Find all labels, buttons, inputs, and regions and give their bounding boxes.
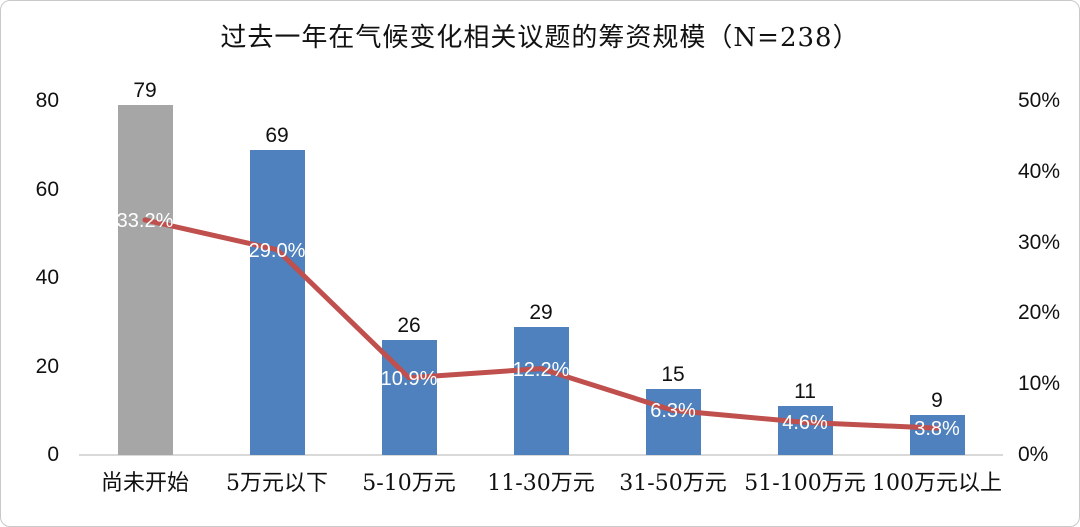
- right-axis-tick: 50%: [1018, 89, 1061, 112]
- bar-value-label: 79: [133, 79, 157, 103]
- bar: [249, 149, 305, 455]
- line-value-label: 6.3%: [650, 400, 696, 423]
- left-axis-tick: 20: [35, 354, 59, 378]
- bar-value-label: 26: [397, 313, 421, 337]
- bar-value-label: 29: [529, 300, 553, 324]
- line-value-label: 10.9%: [380, 367, 438, 390]
- bar-value-label: 11: [794, 380, 816, 404]
- line-value-label: 3.8%: [914, 418, 960, 441]
- bar-value-label: 9: [931, 389, 943, 413]
- x-axis-label: 31-50万元: [619, 471, 727, 496]
- right-axis-tick: 10%: [1018, 372, 1061, 396]
- x-axis-label: 100万元以上: [872, 471, 1002, 496]
- bar: [381, 339, 437, 455]
- line-value-label: 12.2%: [512, 358, 570, 381]
- left-axis-tick: 60: [35, 177, 59, 201]
- left-axis-tick: 80: [35, 89, 59, 112]
- line-value-label: 29.0%: [248, 239, 306, 262]
- right-axis-tick: 40%: [1018, 159, 1061, 183]
- x-axis-label: 5万元以下: [226, 471, 328, 496]
- right-axis-tick: 0%: [1018, 443, 1049, 466]
- line-value-label: 4.6%: [782, 412, 828, 435]
- bar-value-label: 69: [265, 123, 289, 147]
- bar: [513, 326, 569, 455]
- x-axis-label: 51-100万元: [744, 471, 866, 496]
- left-axis-tick: 40: [35, 266, 59, 289]
- x-axis-label: 5-10万元: [362, 471, 456, 496]
- line-value-label: 33.2%: [116, 209, 174, 232]
- right-axis-tick: 20%: [1018, 301, 1061, 325]
- x-axis-label: 11-30万元: [487, 471, 595, 496]
- chart-title: 过去一年在气候变化相关议题的筹资规模（N=238）: [220, 23, 860, 53]
- bar-value-label: 15: [661, 362, 685, 386]
- left-axis-tick: 0: [47, 443, 59, 466]
- bar: [117, 105, 173, 455]
- x-axis-label: 尚未开始: [100, 471, 189, 496]
- right-axis-tick: 30%: [1018, 230, 1061, 254]
- x-axis-line: [79, 454, 1003, 456]
